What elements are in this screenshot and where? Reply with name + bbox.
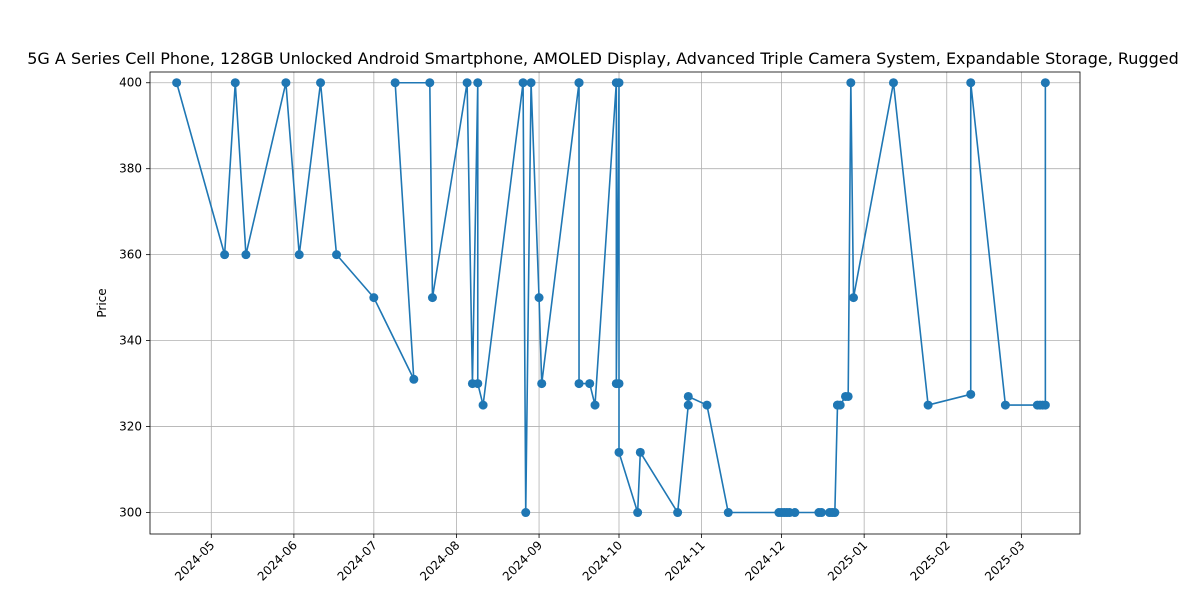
price-point xyxy=(172,78,182,88)
price-point xyxy=(830,508,840,518)
price-point xyxy=(835,400,845,410)
price-point xyxy=(534,293,544,303)
price-point xyxy=(427,293,437,303)
price-point xyxy=(521,508,531,518)
price-point xyxy=(848,293,858,303)
price-point xyxy=(518,78,528,88)
price-point xyxy=(574,379,584,389)
price-point xyxy=(683,400,693,410)
price-point xyxy=(574,78,584,88)
price-point xyxy=(473,78,483,88)
price-point xyxy=(790,508,800,518)
price-point xyxy=(294,250,304,260)
y-tick-label: 380 xyxy=(119,162,142,176)
price-point xyxy=(409,374,419,384)
y-tick-label: 360 xyxy=(119,248,142,262)
y-axis-label: Price xyxy=(95,288,109,317)
price-point xyxy=(846,78,856,88)
price-point xyxy=(923,400,933,410)
plot-frame xyxy=(149,71,1081,535)
price-point xyxy=(966,389,976,399)
price-point xyxy=(590,400,600,410)
price-point xyxy=(425,78,435,88)
price-point xyxy=(585,379,595,389)
price-point xyxy=(1040,78,1050,88)
price-point xyxy=(966,78,976,88)
price-point xyxy=(526,78,536,88)
price-point xyxy=(673,508,683,518)
price-point xyxy=(723,508,733,518)
price-point xyxy=(817,508,827,518)
price-point xyxy=(369,293,379,303)
series-layer xyxy=(172,78,1050,518)
price-point xyxy=(888,78,898,88)
price-point xyxy=(473,379,483,389)
price-point xyxy=(281,78,291,88)
price-point xyxy=(1000,400,1010,410)
price-point xyxy=(537,379,547,389)
price-point xyxy=(241,250,251,260)
price-point xyxy=(843,391,853,401)
price-point xyxy=(614,447,624,457)
price-point xyxy=(332,250,342,260)
price-point xyxy=(633,508,643,518)
price-point xyxy=(230,78,240,88)
y-tick-label: 340 xyxy=(119,334,142,348)
price-point xyxy=(478,400,488,410)
price-point xyxy=(316,78,326,88)
price-point xyxy=(390,78,400,88)
y-tick-label: 400 xyxy=(119,76,142,90)
price-point xyxy=(220,250,230,260)
price-point xyxy=(1040,400,1050,410)
price-point xyxy=(614,78,624,88)
price-series-line xyxy=(175,81,1047,514)
y-tick-label: 300 xyxy=(119,506,142,520)
price-point xyxy=(462,78,472,88)
price-point xyxy=(614,379,624,389)
price-point xyxy=(683,391,693,401)
price-point xyxy=(635,447,645,457)
price-point xyxy=(702,400,712,410)
chart-title: 5G A Series Cell Phone, 128GB Unlocked A… xyxy=(27,49,1178,68)
y-tick-label: 320 xyxy=(119,420,142,434)
